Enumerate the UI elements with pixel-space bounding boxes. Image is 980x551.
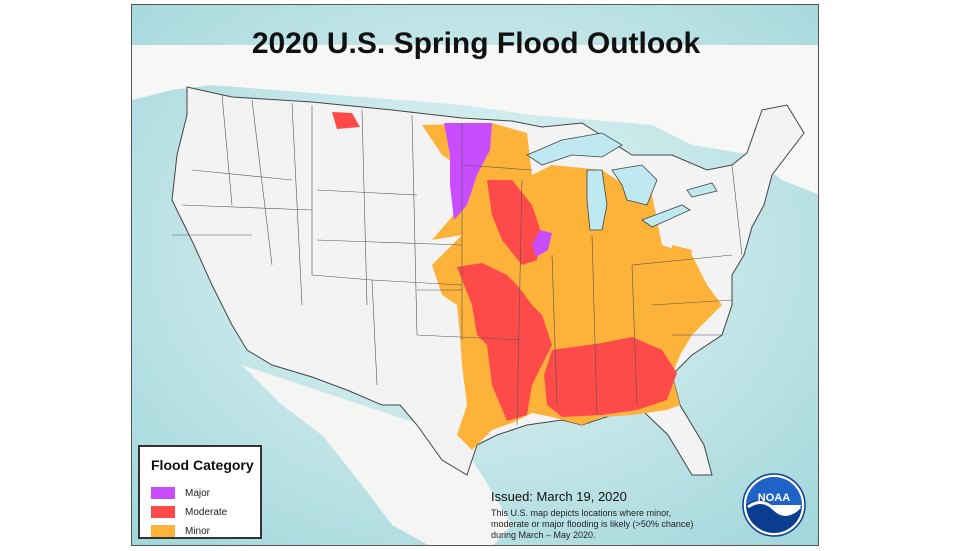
state-borders xyxy=(172,94,743,426)
lake-huron xyxy=(611,164,658,206)
legend-label-moderate: Moderate xyxy=(185,506,228,518)
lake-erie xyxy=(641,204,691,228)
moderate-flood-upper-midwest xyxy=(487,180,542,265)
legend-swatch-minor xyxy=(151,525,175,537)
canada-landmass xyxy=(132,45,818,195)
noaa-logo-text: NOAA xyxy=(758,492,790,504)
legend-item-major: Major xyxy=(151,485,210,501)
legend: Flood Category Major Moderate Minor xyxy=(138,445,262,539)
mexico-landmass xyxy=(242,365,512,545)
legend-item-minor: Minor xyxy=(151,523,210,539)
map-title: 2020 U.S. Spring Flood Outlook xyxy=(252,27,701,60)
issued-date: Issued: March 19, 2020 xyxy=(491,489,627,504)
legend-swatch-moderate xyxy=(151,506,175,518)
legend-title: Flood Category xyxy=(151,457,254,473)
moderate-flood-montana xyxy=(332,112,360,129)
noaa-logo-icon: NOAA xyxy=(742,473,806,537)
map-description-note: This U.S. map depicts locations where mi… xyxy=(491,508,694,540)
major-flood-red-river xyxy=(444,123,492,220)
moderate-flood-southeast xyxy=(544,337,677,417)
major-flood-iowa xyxy=(532,230,552,257)
moderate-flood-area xyxy=(457,263,552,421)
flood-outlook-map: 2020 U.S. Spring Flood Outlook xyxy=(132,5,818,545)
legend-swatch-major xyxy=(151,487,175,499)
legend-label-minor: Minor xyxy=(185,525,211,537)
map-frame: 2020 U.S. Spring Flood Outlook Flood Cat… xyxy=(131,4,819,546)
lake-superior xyxy=(526,132,623,166)
legend-label-major: Major xyxy=(185,487,211,499)
lake-michigan xyxy=(586,169,608,231)
legend-item-moderate: Moderate xyxy=(151,504,227,520)
lake-ontario xyxy=(686,182,718,198)
